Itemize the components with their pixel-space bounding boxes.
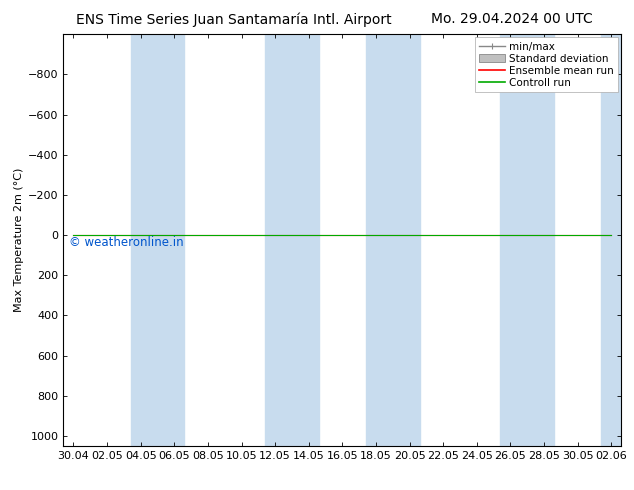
Text: © weatheronline.in: © weatheronline.in: [69, 236, 184, 248]
Legend: min/max, Standard deviation, Ensemble mean run, Controll run: min/max, Standard deviation, Ensemble me…: [475, 37, 618, 92]
Bar: [601, 34, 628, 446]
Bar: [265, 34, 319, 446]
Bar: [366, 34, 420, 446]
Bar: [500, 34, 554, 446]
Text: ENS Time Series Juan Santamaría Intl. Airport: ENS Time Series Juan Santamaría Intl. Ai…: [76, 12, 392, 27]
Bar: [131, 34, 184, 446]
Text: Mo. 29.04.2024 00 UTC: Mo. 29.04.2024 00 UTC: [431, 12, 593, 26]
Y-axis label: Max Temperature 2m (°C): Max Temperature 2m (°C): [14, 168, 24, 312]
